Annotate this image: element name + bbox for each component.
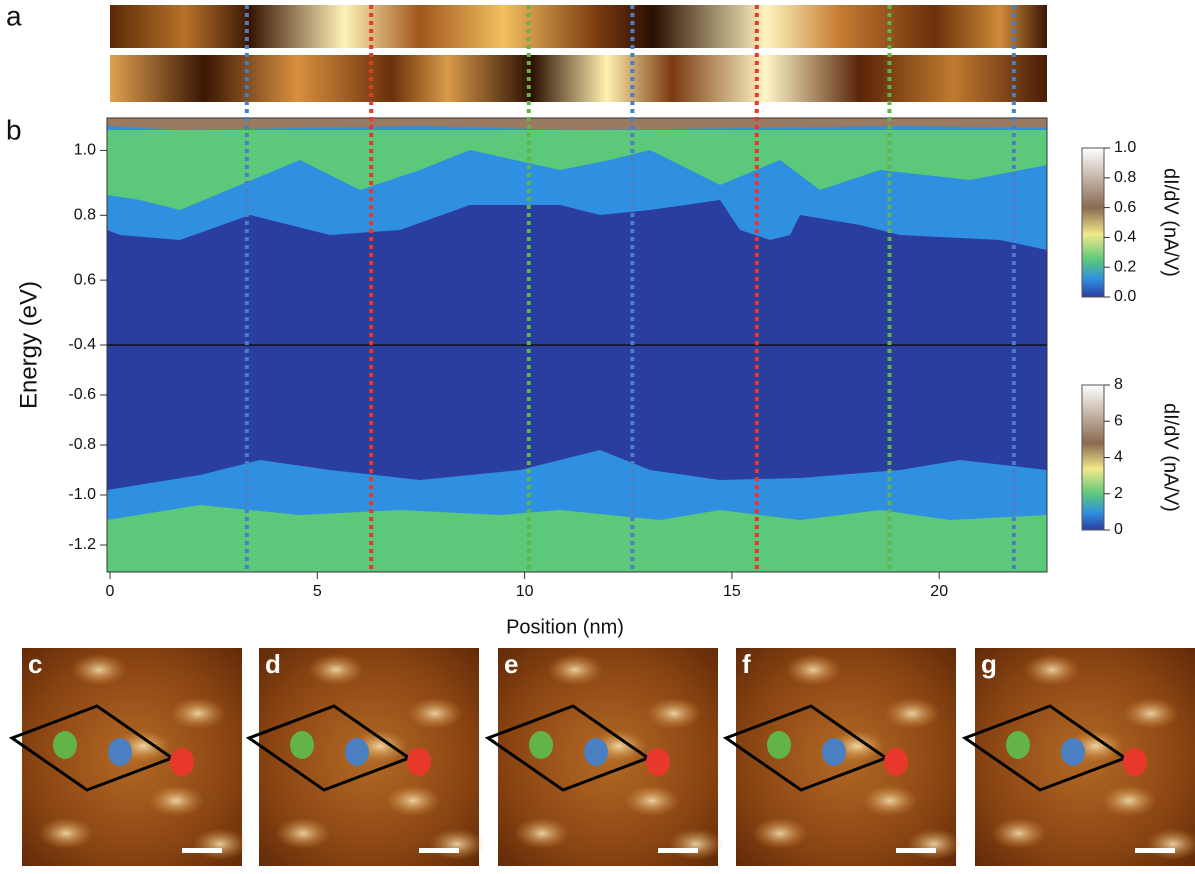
colorbar-tick-label: 1.0 <box>1114 139 1136 156</box>
scale-bar <box>658 848 698 853</box>
stm-feature <box>1123 697 1179 729</box>
stm-feature <box>752 817 808 849</box>
stm-strip <box>110 55 1047 102</box>
stm-feature <box>624 785 680 817</box>
colorbar-label: dI/dV (nA/V) <box>1160 403 1182 512</box>
stm-feature <box>385 785 441 817</box>
figure: a b Position (nm) Energy (eV) 051015200.… <box>0 0 1195 869</box>
colorbar-tick-label: 0.6 <box>1114 199 1136 216</box>
y-tick-label: 0.8 <box>74 207 96 224</box>
x-tick-label: 15 <box>723 583 741 600</box>
scale-bar <box>896 848 936 853</box>
scale-bar <box>1135 848 1175 853</box>
stm-feature <box>547 654 603 686</box>
colorbar-tick-label: 0.8 <box>1114 169 1136 186</box>
panel-label: a <box>6 0 22 31</box>
y-tick-label: 0.6 <box>74 271 96 288</box>
stm-feature <box>862 785 918 817</box>
site-dot <box>822 738 846 766</box>
panel-label: g <box>981 649 997 679</box>
stm-feature <box>884 697 940 729</box>
stm-feature <box>148 785 204 817</box>
panel-label: c <box>28 649 42 679</box>
stm-feature <box>429 828 485 860</box>
colorbar-tick-label: 0.0 <box>1114 288 1136 305</box>
site-dot <box>345 738 369 766</box>
panel-label: f <box>742 649 751 679</box>
colorbar-tick-label: 0.4 <box>1114 229 1136 246</box>
colorbar-tick-label: 2 <box>1114 485 1123 502</box>
site-dot <box>53 731 77 759</box>
x-axis-label: Position (nm) <box>506 616 624 638</box>
site-dot <box>108 738 132 766</box>
site-dot <box>407 748 431 776</box>
site-dot <box>1061 738 1085 766</box>
stm-feature <box>991 817 1047 849</box>
stm-feature <box>514 817 570 849</box>
stm-feature <box>1101 785 1157 817</box>
y-tick-label: -0.8 <box>68 436 96 453</box>
stm-feature <box>668 828 724 860</box>
scale-bar <box>419 848 459 853</box>
colorbar-tick-label: 0.2 <box>1114 258 1136 275</box>
y-tick-label: -0.6 <box>68 386 96 403</box>
y-tick-label: -1.2 <box>68 536 96 553</box>
scale-bar <box>182 848 222 853</box>
stm-feature <box>192 828 248 860</box>
panel-label: b <box>6 114 22 145</box>
stm-feature <box>407 697 463 729</box>
colorbar <box>1082 385 1104 530</box>
site-dot <box>584 738 608 766</box>
stm-feature <box>906 828 962 860</box>
site-dot <box>884 748 908 776</box>
colorbar-tick-label: 8 <box>1114 376 1123 393</box>
site-dot <box>767 731 791 759</box>
y-axis-label: Energy (eV) <box>15 281 42 409</box>
y-tick-label: 1.0 <box>74 142 96 159</box>
y-tick-label: -1.0 <box>68 486 96 503</box>
x-tick-label: 5 <box>313 583 322 600</box>
site-dot <box>170 748 194 776</box>
site-dot <box>290 731 314 759</box>
stm-feature <box>71 654 127 686</box>
colorbar-tick-label: 0 <box>1114 521 1123 538</box>
stm-feature <box>275 817 331 849</box>
panel-label: d <box>265 649 281 679</box>
stm-feature <box>308 654 364 686</box>
stm-feature <box>785 654 841 686</box>
site-dot <box>529 731 553 759</box>
colorbar-tick-label: 6 <box>1114 412 1123 429</box>
site-dot <box>1006 731 1030 759</box>
x-tick-label: 20 <box>930 583 948 600</box>
colorbar-label: dI/dV (nA/V) <box>1160 168 1182 277</box>
stm-feature <box>1024 654 1080 686</box>
x-tick-label: 0 <box>106 583 115 600</box>
stm-feature <box>38 817 94 849</box>
stm-strip <box>110 5 1047 48</box>
stm-feature <box>646 697 702 729</box>
colorbar <box>1082 148 1104 297</box>
site-dot <box>1123 748 1147 776</box>
stm-feature <box>170 697 226 729</box>
x-tick-label: 10 <box>516 583 534 600</box>
site-dot <box>646 748 670 776</box>
panel-label: e <box>504 649 518 679</box>
y-tick-label: -0.4 <box>68 336 96 353</box>
colorbar-tick-label: 4 <box>1114 449 1123 466</box>
